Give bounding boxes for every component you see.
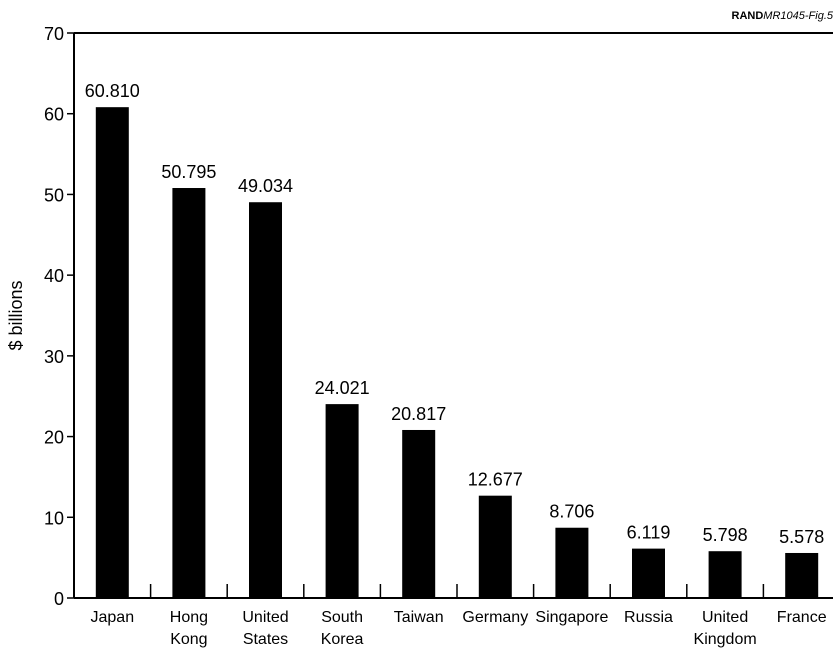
y-tick-label: 10 xyxy=(44,508,64,528)
figure-org: RAND xyxy=(731,10,764,22)
category-label-line: Japan xyxy=(91,609,135,626)
value-label: 6.119 xyxy=(627,523,671,543)
bar xyxy=(249,202,282,598)
value-label: 12.677 xyxy=(468,470,523,490)
category-label: Singapore xyxy=(535,609,608,626)
category-label-line: South xyxy=(321,609,363,626)
category-label-line: United xyxy=(242,609,288,626)
bar xyxy=(402,429,436,598)
bar xyxy=(172,188,206,598)
category-label-line: Russia xyxy=(624,609,673,626)
value-label: 5.578 xyxy=(779,527,824,547)
category-label-line: States xyxy=(243,631,288,648)
category-label: Taiwan xyxy=(394,609,444,626)
category-label-line: France xyxy=(777,609,827,626)
bar xyxy=(708,551,742,598)
category-label: Germany xyxy=(462,609,528,626)
bar xyxy=(785,552,819,598)
value-label: 20.817 xyxy=(391,404,446,424)
y-tick-label: 20 xyxy=(44,428,64,448)
value-label: 60.810 xyxy=(85,81,140,101)
category-label: Hong Kong xyxy=(170,609,208,648)
category-label-line: United xyxy=(702,609,748,626)
category-label: Japan xyxy=(91,609,135,626)
bar xyxy=(95,107,129,599)
y-tick-label: 70 xyxy=(44,24,64,44)
category-label: South Korea xyxy=(321,609,364,648)
y-tick-label: 60 xyxy=(44,105,64,125)
y-axis-title: $ billions xyxy=(6,280,26,350)
category-label: United States xyxy=(242,609,288,648)
category-label-line: Hong xyxy=(170,609,208,626)
category-label: Russia xyxy=(624,609,673,626)
bar xyxy=(325,404,359,598)
category-label-line: Taiwan xyxy=(394,609,444,626)
labels: 60.810 Japan 50.795 Hong Kong 49.034 United Sta… xyxy=(85,81,827,648)
category-label: United Kingdom xyxy=(694,609,757,648)
category-label-line: Korea xyxy=(321,631,364,648)
y-tick-label: 30 xyxy=(44,347,64,367)
bar xyxy=(478,495,512,598)
bar xyxy=(555,527,589,598)
category-label: France xyxy=(777,609,827,626)
bars xyxy=(95,107,819,599)
category-label-line: Singapore xyxy=(535,609,608,626)
y-tick-label: 40 xyxy=(44,266,64,286)
category-label-line: Germany xyxy=(462,609,528,626)
value-label: 8.706 xyxy=(549,502,594,522)
value-label: 49.034 xyxy=(238,176,293,196)
value-label: 50.795 xyxy=(161,162,216,182)
y-tick-label: 0 xyxy=(54,589,64,609)
figure-id: MR1045-Fig.5 xyxy=(763,10,833,22)
bar xyxy=(632,548,665,598)
value-label: 24.021 xyxy=(315,378,370,398)
y-tick-label: 50 xyxy=(44,185,64,205)
value-label: 5.798 xyxy=(703,525,748,545)
category-label-line: Kong xyxy=(170,631,207,648)
category-label-line: Kingdom xyxy=(694,631,757,648)
figure-tag: RANDMR1045-Fig.5 xyxy=(732,10,833,22)
